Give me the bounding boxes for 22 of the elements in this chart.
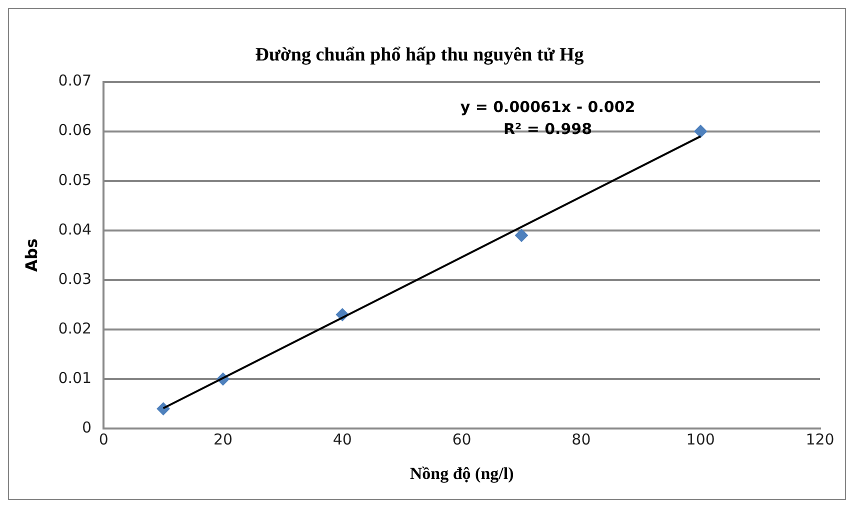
- x-tick-label: 0: [98, 430, 108, 448]
- annotation: y = 0.00061x - 0.002: [460, 98, 636, 116]
- y-tick-label: 0.06: [58, 121, 92, 140]
- x-tick-label: 80: [572, 430, 591, 448]
- y-tick-label: 0.02: [58, 319, 92, 338]
- y-tick-label: 0: [82, 418, 92, 436]
- x-tick-label: 60: [452, 430, 472, 448]
- y-tick-label: 0.07: [58, 72, 92, 90]
- chart-title: Đường chuẩn phổ hấp thu nguyên tử Hg: [255, 44, 584, 66]
- point: [694, 124, 708, 138]
- point: [515, 228, 528, 242]
- x-tick-label: 40: [332, 430, 352, 448]
- y-tick-label: 0.04: [58, 220, 92, 238]
- annotation: R² = 0.998: [503, 120, 592, 138]
- y-axis-title: Abs: [22, 238, 41, 272]
- y-tick-label: 0.05: [58, 170, 92, 189]
- y-tick-label: 0.03: [58, 270, 92, 288]
- y-tick-label: 0.01: [58, 368, 92, 387]
- x-tick-label: 100: [686, 430, 715, 448]
- x-tick-label: 120: [806, 430, 834, 448]
- x-tick-label: 20: [213, 430, 233, 448]
- x-axis-title: Nồng độ (ng/l): [410, 464, 514, 484]
